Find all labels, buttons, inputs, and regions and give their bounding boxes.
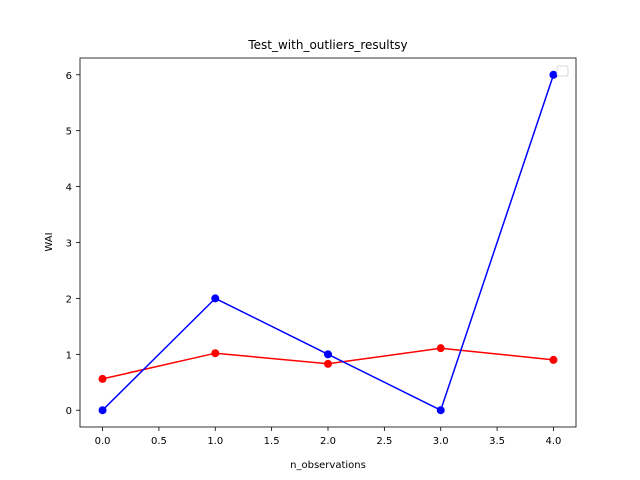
y-tick-label: 0 [66,406,72,417]
x-tick-label: 3.5 [489,436,505,447]
x-tick-label: 4.0 [546,436,562,447]
data-point-0 [211,349,220,358]
data-point-1 [436,406,445,415]
y-tick-label: 1 [66,350,72,361]
y-tick-label: 5 [66,127,72,138]
data-point-0 [98,374,107,383]
x-tick-label: 0.5 [151,436,167,447]
y-tick-label: 6 [66,71,72,82]
data-point-1 [549,70,558,79]
data-point-0 [436,344,445,353]
x-tick-label: 2.5 [376,436,392,447]
plot-area [98,70,558,415]
y-axis-label: WAI [44,232,55,251]
x-tick-label: 3.0 [433,436,449,447]
x-tick-label: 0.0 [95,436,111,447]
y-tick-label: 3 [66,239,72,250]
data-point-1 [98,406,107,415]
data-point-0 [549,355,558,364]
chart-title: Test_with_outliers_resultsy [247,38,407,52]
data-point-1 [324,350,332,359]
x-tick-label: 1.0 [207,436,223,447]
data-point-0 [324,359,332,368]
data-point-1 [211,294,220,303]
legend-box[interactable] [556,65,569,77]
x-tick-label: 2.0 [320,436,336,447]
y-tick-label: 2 [66,294,72,305]
x-tick-label: 1.5 [264,436,280,447]
y-tick-label: 4 [66,183,72,194]
x-axis-label: n_observations [290,460,366,471]
axes: 0.0 0.5 1.0 1.5 2.0 2.5 3.0 3.5 4.0 0 1 2 3 4 5 6 [66,57,577,447]
